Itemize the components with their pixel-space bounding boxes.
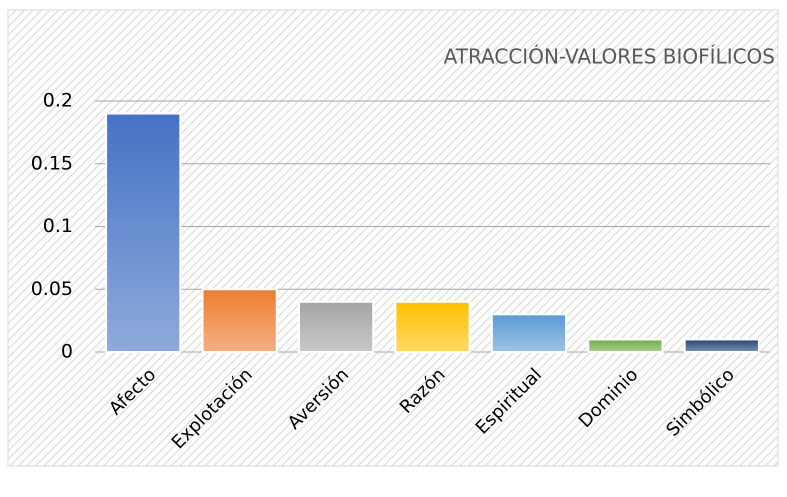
y-tick-label: 0.15	[31, 152, 73, 174]
y-tick-label: 0.05	[31, 278, 73, 300]
y-tick-label: 0.2	[43, 90, 73, 112]
bar	[683, 338, 760, 354]
bar	[587, 338, 664, 354]
bar	[201, 288, 278, 353]
chart-title: ATRACCIÓN-VALORES BIOFÍLICOS	[444, 45, 775, 69]
y-tick-label: 0.1	[43, 215, 73, 237]
bar	[394, 300, 471, 353]
bar	[490, 313, 568, 354]
bar	[297, 300, 375, 353]
y-tick-label: 0	[61, 341, 73, 363]
bar	[105, 112, 182, 353]
